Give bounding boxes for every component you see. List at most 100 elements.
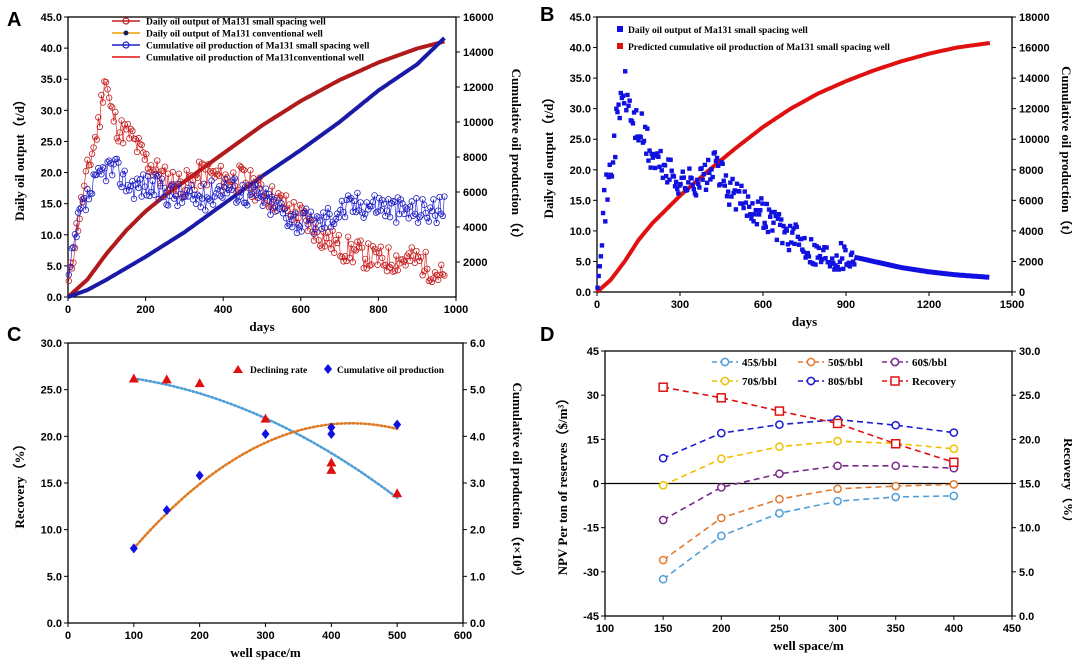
data-point: [152, 171, 159, 178]
data-point: [832, 267, 837, 272]
data-point: [132, 135, 139, 143]
data-point: [169, 180, 176, 188]
data-point: [709, 167, 714, 172]
data-point: [890, 439, 901, 449]
data-point: [642, 124, 648, 130]
data-point: [211, 193, 218, 200]
data-point: [278, 192, 285, 199]
data-point: [775, 508, 784, 518]
data-point: [636, 138, 641, 143]
data-point: [732, 188, 737, 193]
y2-tick-label: 0.0: [470, 618, 485, 630]
data-point: [393, 252, 400, 259]
data-point: [682, 185, 688, 191]
data-point: [408, 198, 415, 205]
data-point: [413, 195, 420, 202]
data-point: [312, 225, 319, 233]
data-point: [200, 180, 207, 188]
data-point: [397, 196, 405, 203]
data-point: [194, 191, 201, 198]
data-point: [254, 194, 262, 202]
data-point: [124, 120, 131, 128]
data-point: [663, 173, 669, 179]
data-point: [823, 256, 828, 261]
data-point: [793, 222, 798, 227]
data-point: [731, 190, 736, 196]
data-point: [344, 233, 352, 240]
data-point: [834, 253, 839, 258]
data-point: [891, 481, 901, 491]
data-point: [107, 102, 114, 110]
data-point: [223, 190, 231, 197]
data-point: [724, 194, 730, 199]
data-point: [671, 174, 677, 179]
data-point: [365, 240, 372, 247]
data-point: [133, 148, 141, 156]
data-point: [796, 242, 802, 247]
data-point: [138, 141, 145, 149]
data-point: [220, 183, 228, 191]
data-point: [714, 155, 720, 161]
data-point: [675, 186, 680, 192]
data-point: [360, 264, 367, 272]
legend-swatch-marker: [720, 376, 730, 386]
y-tick-label: 0.0: [576, 287, 591, 299]
data-point: [143, 150, 150, 158]
data-point: [205, 161, 212, 168]
panel-a: 0 200 400 600 800 1000 0.0 5.0 10.0 15.0 20.0 25.0 3…: [7, 9, 524, 334]
y-tick-label: 30: [587, 390, 599, 402]
data-point: [723, 173, 729, 178]
data-point: [623, 69, 628, 74]
data-point: [222, 176, 229, 183]
data-point: [183, 167, 190, 174]
data-point: [737, 189, 742, 194]
legend: 45$/bbl 50$/bbl 60$/bbl 70$/bbl 80$/bbl Recov…: [712, 357, 956, 388]
data-point: [368, 203, 375, 210]
legend-label: Declining rate: [250, 366, 307, 376]
data-point: [658, 480, 668, 490]
data-point: [751, 219, 756, 224]
y-tick-label: 10.0: [41, 230, 62, 242]
y-axis-title: Daily oil output（t/d）: [541, 91, 556, 219]
data-point: [775, 420, 784, 429]
series-70bbl: [658, 436, 959, 490]
data-point: [247, 167, 254, 174]
data-point: [826, 260, 832, 265]
data-point: [67, 263, 74, 271]
y-tick-label: 20.0: [41, 431, 62, 443]
data-point: [326, 210, 333, 218]
y-tick-label: 40.0: [41, 43, 62, 55]
y2-tick-label: 4000: [463, 222, 487, 234]
data-point: [267, 203, 274, 210]
data-point: [143, 192, 150, 199]
data-point: [310, 237, 318, 244]
y-tick-label: 20.0: [570, 165, 591, 177]
data-point: [766, 207, 772, 212]
legend-label: 50$/bbl: [828, 357, 863, 369]
data-point: [113, 135, 121, 142]
data-point: [762, 220, 767, 226]
data-point: [803, 255, 808, 260]
data-point: [648, 165, 653, 170]
data-point: [756, 212, 762, 217]
data-point: [383, 267, 391, 275]
data-point: [144, 172, 152, 180]
data-point: [289, 223, 296, 231]
data-point: [264, 197, 271, 204]
data-point: [441, 193, 448, 200]
data-point: [770, 228, 775, 233]
data-point: [260, 413, 271, 423]
data-point: [438, 261, 445, 269]
data-point: [65, 271, 72, 278]
data-point: [82, 168, 90, 175]
data-point: [317, 217, 324, 224]
data-point: [223, 174, 231, 181]
data-point: [792, 241, 797, 247]
data-point: [697, 185, 702, 190]
data-point: [811, 261, 816, 267]
data-point: [784, 228, 789, 233]
data-point: [627, 98, 632, 103]
x-axis-title: days: [792, 314, 817, 329]
data-point: [68, 245, 76, 252]
data-point: [116, 180, 124, 188]
